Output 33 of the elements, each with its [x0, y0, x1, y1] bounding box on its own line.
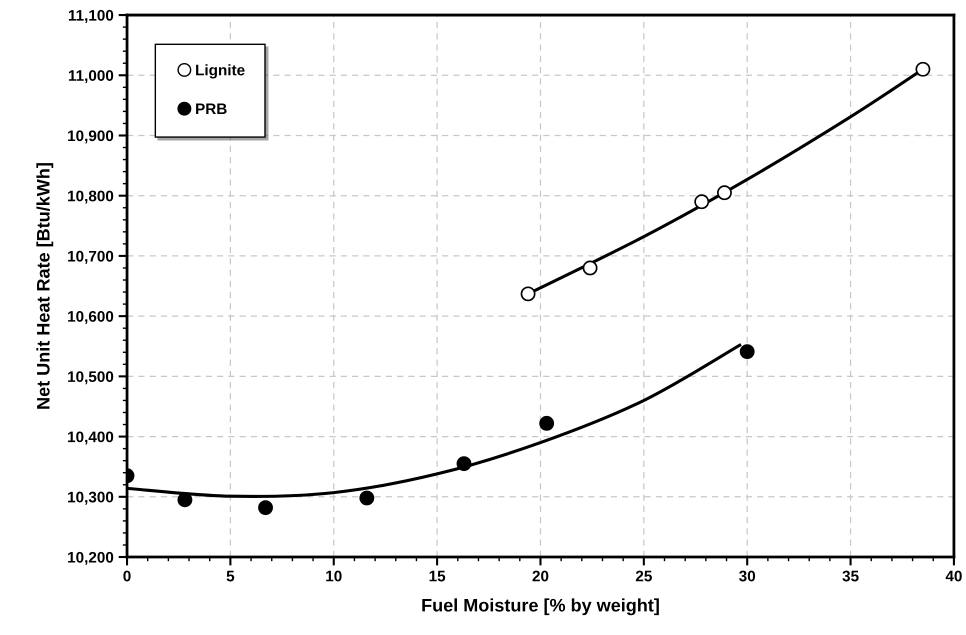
y-tick-label: 10,700 [68, 250, 114, 264]
x-tick-label: 25 [636, 570, 652, 582]
point [520, 286, 536, 302]
y-tick-label: 10,400 [68, 431, 114, 444]
y-tick-label: 10,200 [68, 552, 114, 565]
x-tick-label: 0 [123, 570, 131, 582]
point [582, 260, 598, 276]
x-tick-label: 40 [946, 570, 962, 582]
legend-label: Lignite [196, 64, 245, 79]
y-tick-label: 10,800 [68, 190, 114, 204]
x-tick-label: 20 [532, 570, 548, 582]
point [717, 185, 732, 200]
y-tick-label: 10,300 [68, 492, 114, 505]
point [694, 194, 710, 210]
y-axis-title: Net Unit Heat Rate [Btu/kWh] [36, 163, 54, 409]
point [539, 416, 554, 431]
y-tick-label: 11,000 [68, 70, 114, 84]
x-tick-label: 15 [430, 570, 446, 582]
y-tick-label: 10,500 [68, 371, 114, 384]
y-tick-label: 10,600 [68, 311, 114, 324]
point [915, 62, 930, 77]
point [456, 456, 472, 472]
x-tick-label: 5 [226, 570, 234, 582]
x-tick-label: 35 [842, 570, 859, 582]
point [359, 490, 374, 506]
y-tick-label: 10,900 [68, 130, 114, 144]
legend-label: PRB [196, 104, 227, 114]
x-tick-label: 10 [326, 570, 342, 582]
point [258, 500, 273, 516]
y-tick-label: 11,100 [68, 10, 114, 23]
x-axis-title: Fuel Moisture [% by weight] [422, 598, 659, 616]
point [740, 344, 755, 360]
x-tick-label: 30 [739, 570, 756, 582]
